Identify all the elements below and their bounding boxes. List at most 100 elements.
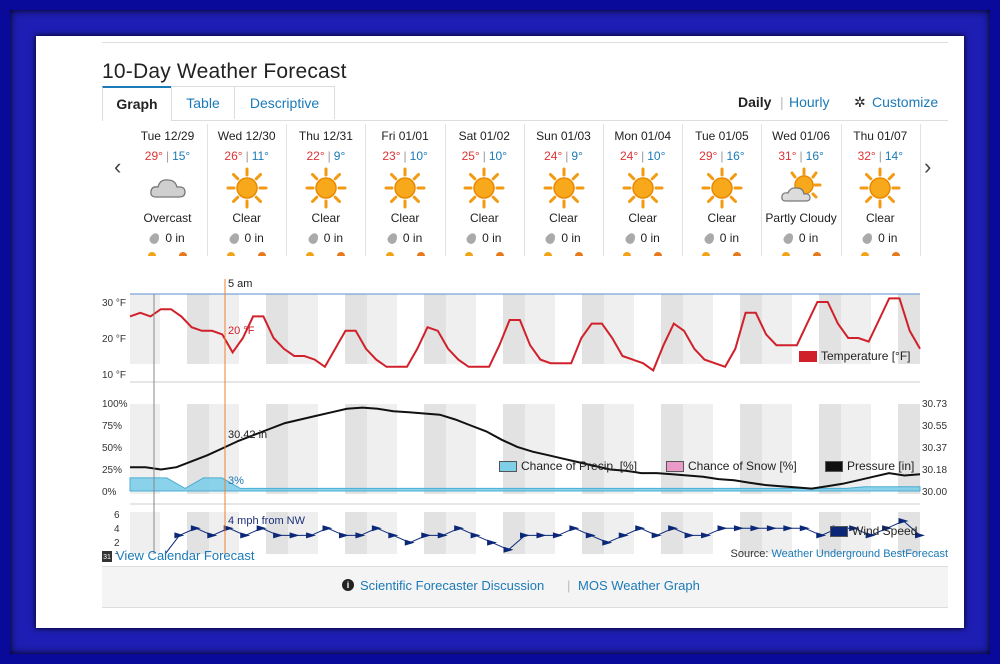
day-high: 25° [461,149,480,163]
hourly-toggle[interactable]: Hourly [789,94,830,110]
wind-direction-arrow [766,525,777,532]
night-band [503,294,525,364]
day-precip: 0 in [682,231,761,246]
sun-icon [463,167,505,209]
night-band [130,294,160,364]
day-precip-amount: 0 in [482,231,502,245]
graph-svg: 30 °F 20 °F 10 °F 100% 75% 50% 25% 0% 30.73 30.55… [102,278,947,575]
chevron-left-icon[interactable]: ‹ [114,154,122,179]
hover-temp: 20 °F [228,325,255,337]
sunset-icon [416,252,425,256]
day-column: Wed 12/30 26° | 11° Clear 0 in [207,124,288,256]
wind-direction-arrow [273,532,284,539]
daily-toggle[interactable]: Daily [738,94,772,110]
day-column: Wed 01/06 31° | 16° Partly Cloudy 0 in [762,124,842,256]
night-band [525,512,555,560]
sunrise-icon [781,252,790,256]
day-precip-amount: 0 in [323,231,344,245]
tab-graph[interactable]: Graph [102,86,172,121]
night-band [446,294,476,364]
source-credit: Source: Weather Underground BestForecast [731,548,948,560]
night-band [683,512,713,560]
sunset-icon [495,252,504,256]
pct-axis-label: 25% [102,465,122,476]
wind-direction-arrow [454,525,465,532]
wind-direction-arrow [816,532,827,539]
night-band [525,404,555,494]
hover-time: 5 am [228,278,252,290]
sunrise-sunset-markers [374,251,437,256]
night-band [367,512,397,560]
hover-wind: 4 mph from NW [228,515,306,527]
night-band [345,294,367,364]
pressure-axis-label: 30.73 [922,399,947,410]
day-low: 10° [488,149,508,163]
legend-snow: Chance of Snow [%] [666,459,797,473]
day-temps: 24° | 10° [603,149,682,163]
info-icon: i [342,579,354,591]
bottom-links-bar: i Scientific Forecaster Discussion | MOS… [102,566,948,608]
sunrise-icon [702,252,711,256]
sunrise-sunset-markers [136,251,199,256]
view-tabs: Graph Table Descriptive [102,86,948,121]
day-column: Tue 01/05 29° | 16° Clear 0 in [682,124,763,256]
day-date: Sat 01/02 [458,129,510,143]
legend-precip: Chance of Precip. [%] [499,459,637,473]
raindrop-icon [860,231,875,246]
chevron-right-icon[interactable]: › [924,154,932,179]
day-condition: Clear [707,211,737,225]
day-high: 29° [144,149,163,163]
day-condition: Clear [628,211,658,225]
sunrise-icon [623,252,632,256]
raindrop-icon [385,231,400,246]
customize-link[interactable]: Customize [872,94,939,110]
wind-direction-arrow [536,532,547,539]
wind-direction-arrow [668,525,679,532]
day-condition: Clear [549,211,578,225]
partly-cloudy-icon [780,167,822,209]
tab-table[interactable]: Table [171,86,235,119]
mos-graph-link[interactable]: MOS Weather Graph [578,578,700,593]
temp-axis-label: 10 °F [102,370,126,381]
wind-direction-arrow [750,525,761,532]
sun-icon [384,167,426,209]
forecast-panel: 10-Day Weather Forecast Graph Table Desc… [102,36,948,628]
day-column: Thu 01/07 32° | 14° Clear 0 in [841,124,921,256]
wind-direction-arrow [306,532,317,539]
day-precip: 0 in [128,231,207,246]
sunset-icon [654,252,663,256]
pct-axis-label: 0% [102,487,117,498]
raindrop-icon [544,231,558,246]
forecaster-discussion-link[interactable]: Scientific Forecaster Discussion [360,578,545,593]
sunset-icon [812,252,821,256]
night-band [367,404,397,494]
night-band [661,404,683,494]
day-precip: 0 in [207,231,286,246]
raindrop-icon [464,231,479,246]
day-condition: Clear [390,211,420,225]
day-column: Fri 01/01 23° | 10° Clear 0 in [366,124,446,256]
night-band [503,512,525,560]
day-column: Sun 01/03 24° | 9° Clear 0 in [524,124,604,256]
sunrise-sunset-markers [294,251,357,256]
day-column: Thu 12/31 22° | 9° Clear 0 in [286,124,367,256]
legend-wind-label: Wind Speed [852,524,918,538]
night-band [762,294,792,364]
day-high: 24° [544,149,563,163]
night-band [762,512,792,560]
sunrise-sunset-markers [770,251,833,256]
cloud-icon [147,167,189,209]
temp-separator: | [403,149,407,163]
source-link[interactable]: Weather Underground BestForecast [771,548,949,560]
tab-descriptive[interactable]: Descriptive [234,86,335,119]
day-condition: Clear [311,211,341,225]
day-column: Sat 01/02 25° | 10° Clear 0 in [445,124,525,256]
day-precip: 0 in [524,231,603,246]
calendar-forecast-link[interactable]: 31 View Calendar Forecast [102,548,255,563]
legend-pressure: Pressure [in] [825,459,914,473]
night-band [898,512,920,560]
gear-icon[interactable]: ✲ [854,94,866,110]
sun-icon [622,167,664,209]
day-date: Tue 01/05 [695,129,749,143]
day-high: 22° [306,149,325,163]
